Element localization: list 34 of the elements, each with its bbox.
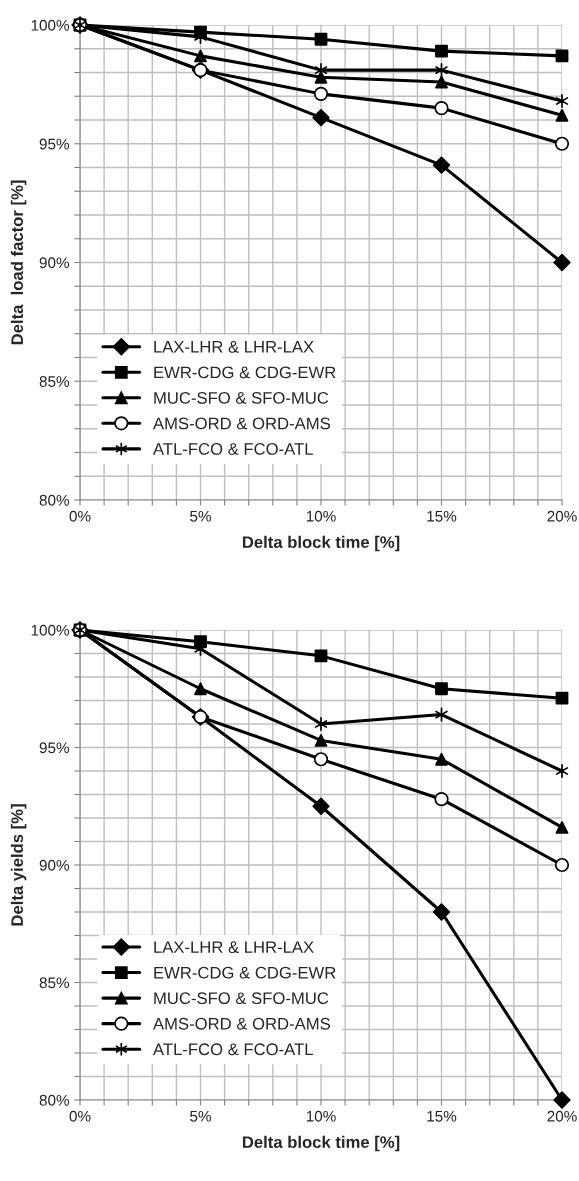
legend-label: ATL-FCO & FCO-ATL [153, 443, 313, 455]
x-tick-label: 0% [69, 510, 91, 522]
legend-label: MUC-SFO & SFO-MUC [154, 992, 329, 1005]
y-tick-label: 80% [39, 494, 70, 506]
y-tick-label: 85% [39, 376, 70, 387]
y-tick-label: 85% [39, 977, 70, 989]
y-tick-label: 90% [39, 257, 70, 269]
x-tick-label: 15% [427, 1110, 457, 1122]
legend-label: AMS-ORD & ORD-AMS [153, 1017, 330, 1030]
x-tick-label: 5% [190, 1110, 211, 1122]
x-tick-label: 5% [190, 510, 211, 522]
y-tick-label: 90% [39, 859, 70, 871]
y-tick-label: 95% [39, 138, 70, 150]
legend-label: EWR-CDG & CDG-EWR [154, 966, 336, 979]
legend-label: EWR-CDG & CDG-EWR [154, 366, 336, 379]
x-tick-label: 10% [306, 1110, 336, 1122]
legend-label: LAX-LHR & LHR-LAX [154, 341, 314, 353]
y-axis-title: Delta yields [%] [10, 804, 27, 926]
y-tick-label: 95% [39, 742, 70, 754]
y-axis-title: Delta load factor [%] [10, 180, 27, 345]
y-tick-label: 100% [31, 19, 70, 31]
legend-label: LAX-LHR & LHR-LAX [154, 941, 314, 954]
legend-label: MUC-SFO & SFO-MUC [154, 392, 329, 404]
legend-label: ATL-FCO & FCO-ATL [153, 1043, 313, 1056]
x-tick-label: 20% [547, 1110, 577, 1122]
x-axis-title: Delta block time [%] [242, 1135, 400, 1152]
y-tick-label: 100% [31, 624, 70, 636]
x-tick-label: 20% [547, 510, 577, 522]
x-tick-label: 0% [69, 1110, 91, 1122]
x-tick-label: 10% [306, 510, 336, 522]
y-tick-label: 80% [39, 1094, 70, 1106]
x-axis-title: Delta block time [%] [242, 535, 400, 552]
legend-label: AMS-ORD & ORD-AMS [153, 417, 330, 430]
x-tick-label: 15% [427, 510, 457, 522]
